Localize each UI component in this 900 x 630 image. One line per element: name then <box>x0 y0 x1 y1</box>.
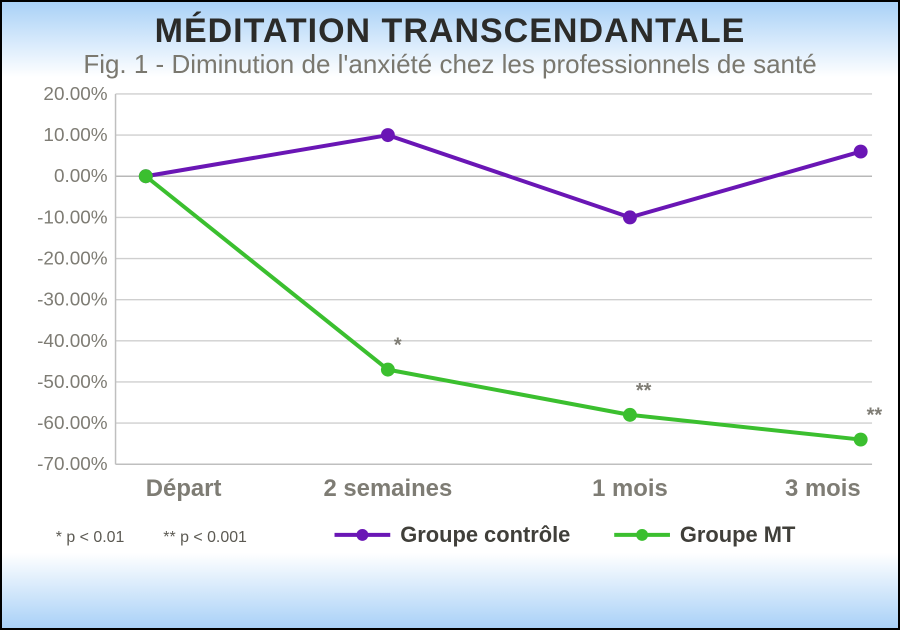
significance-mark: * <box>394 335 402 357</box>
y-tick-label: -40.00% <box>37 331 108 352</box>
y-tick-label: -10.00% <box>37 207 108 228</box>
y-tick-label: -50.00% <box>37 372 108 393</box>
series-marker-control <box>623 210 637 224</box>
series-marker-mt <box>854 433 868 447</box>
x-tick-label: 1 mois <box>592 475 668 502</box>
series-marker-control <box>854 145 868 159</box>
series-marker-mt <box>381 363 395 377</box>
significance-mark: ** <box>867 405 883 427</box>
figure-subtitle: Fig. 1 - Diminution de l'anxiété chez le… <box>16 49 884 80</box>
chart-area: -70.00% -60.00% -50.00% -40.00% -30.00% -20.0… <box>16 86 884 620</box>
series-line-mt <box>146 176 861 439</box>
y-tick-label: -70.00% <box>37 454 108 475</box>
series-marker-mt <box>139 169 153 183</box>
y-tick-label: -20.00% <box>37 249 108 270</box>
figure-frame: MÉDITATION TRANSCENDANTALE Fig. 1 - Dimi… <box>0 0 900 630</box>
y-tick-label: -30.00% <box>37 290 108 311</box>
legend-label: Groupe contrôle <box>400 522 570 547</box>
series-marker-mt <box>623 408 637 422</box>
y-tick-label: 10.00% <box>43 125 107 146</box>
significance-mark: ** <box>636 380 652 402</box>
legend-swatch-marker <box>356 529 368 541</box>
y-tick-label: 0.00% <box>54 166 108 187</box>
x-tick-label: 2 semaines <box>323 475 452 502</box>
y-tick-label: 20.00% <box>43 86 107 105</box>
legend-label: Groupe MT <box>680 522 796 547</box>
x-tick-label: Départ <box>146 475 222 502</box>
figure-title: MÉDITATION TRANSCENDANTALE <box>16 12 884 51</box>
series-marker-control <box>381 128 395 142</box>
p-note: * p < 0.01 <box>56 529 125 546</box>
y-tick-label: -60.00% <box>37 413 108 434</box>
legend-swatch-marker <box>636 529 648 541</box>
line-chart: -70.00% -60.00% -50.00% -40.00% -30.00% -20.0… <box>16 86 884 582</box>
x-tick-label: 3 mois <box>785 475 861 502</box>
p-note: ** p < 0.001 <box>163 529 247 546</box>
